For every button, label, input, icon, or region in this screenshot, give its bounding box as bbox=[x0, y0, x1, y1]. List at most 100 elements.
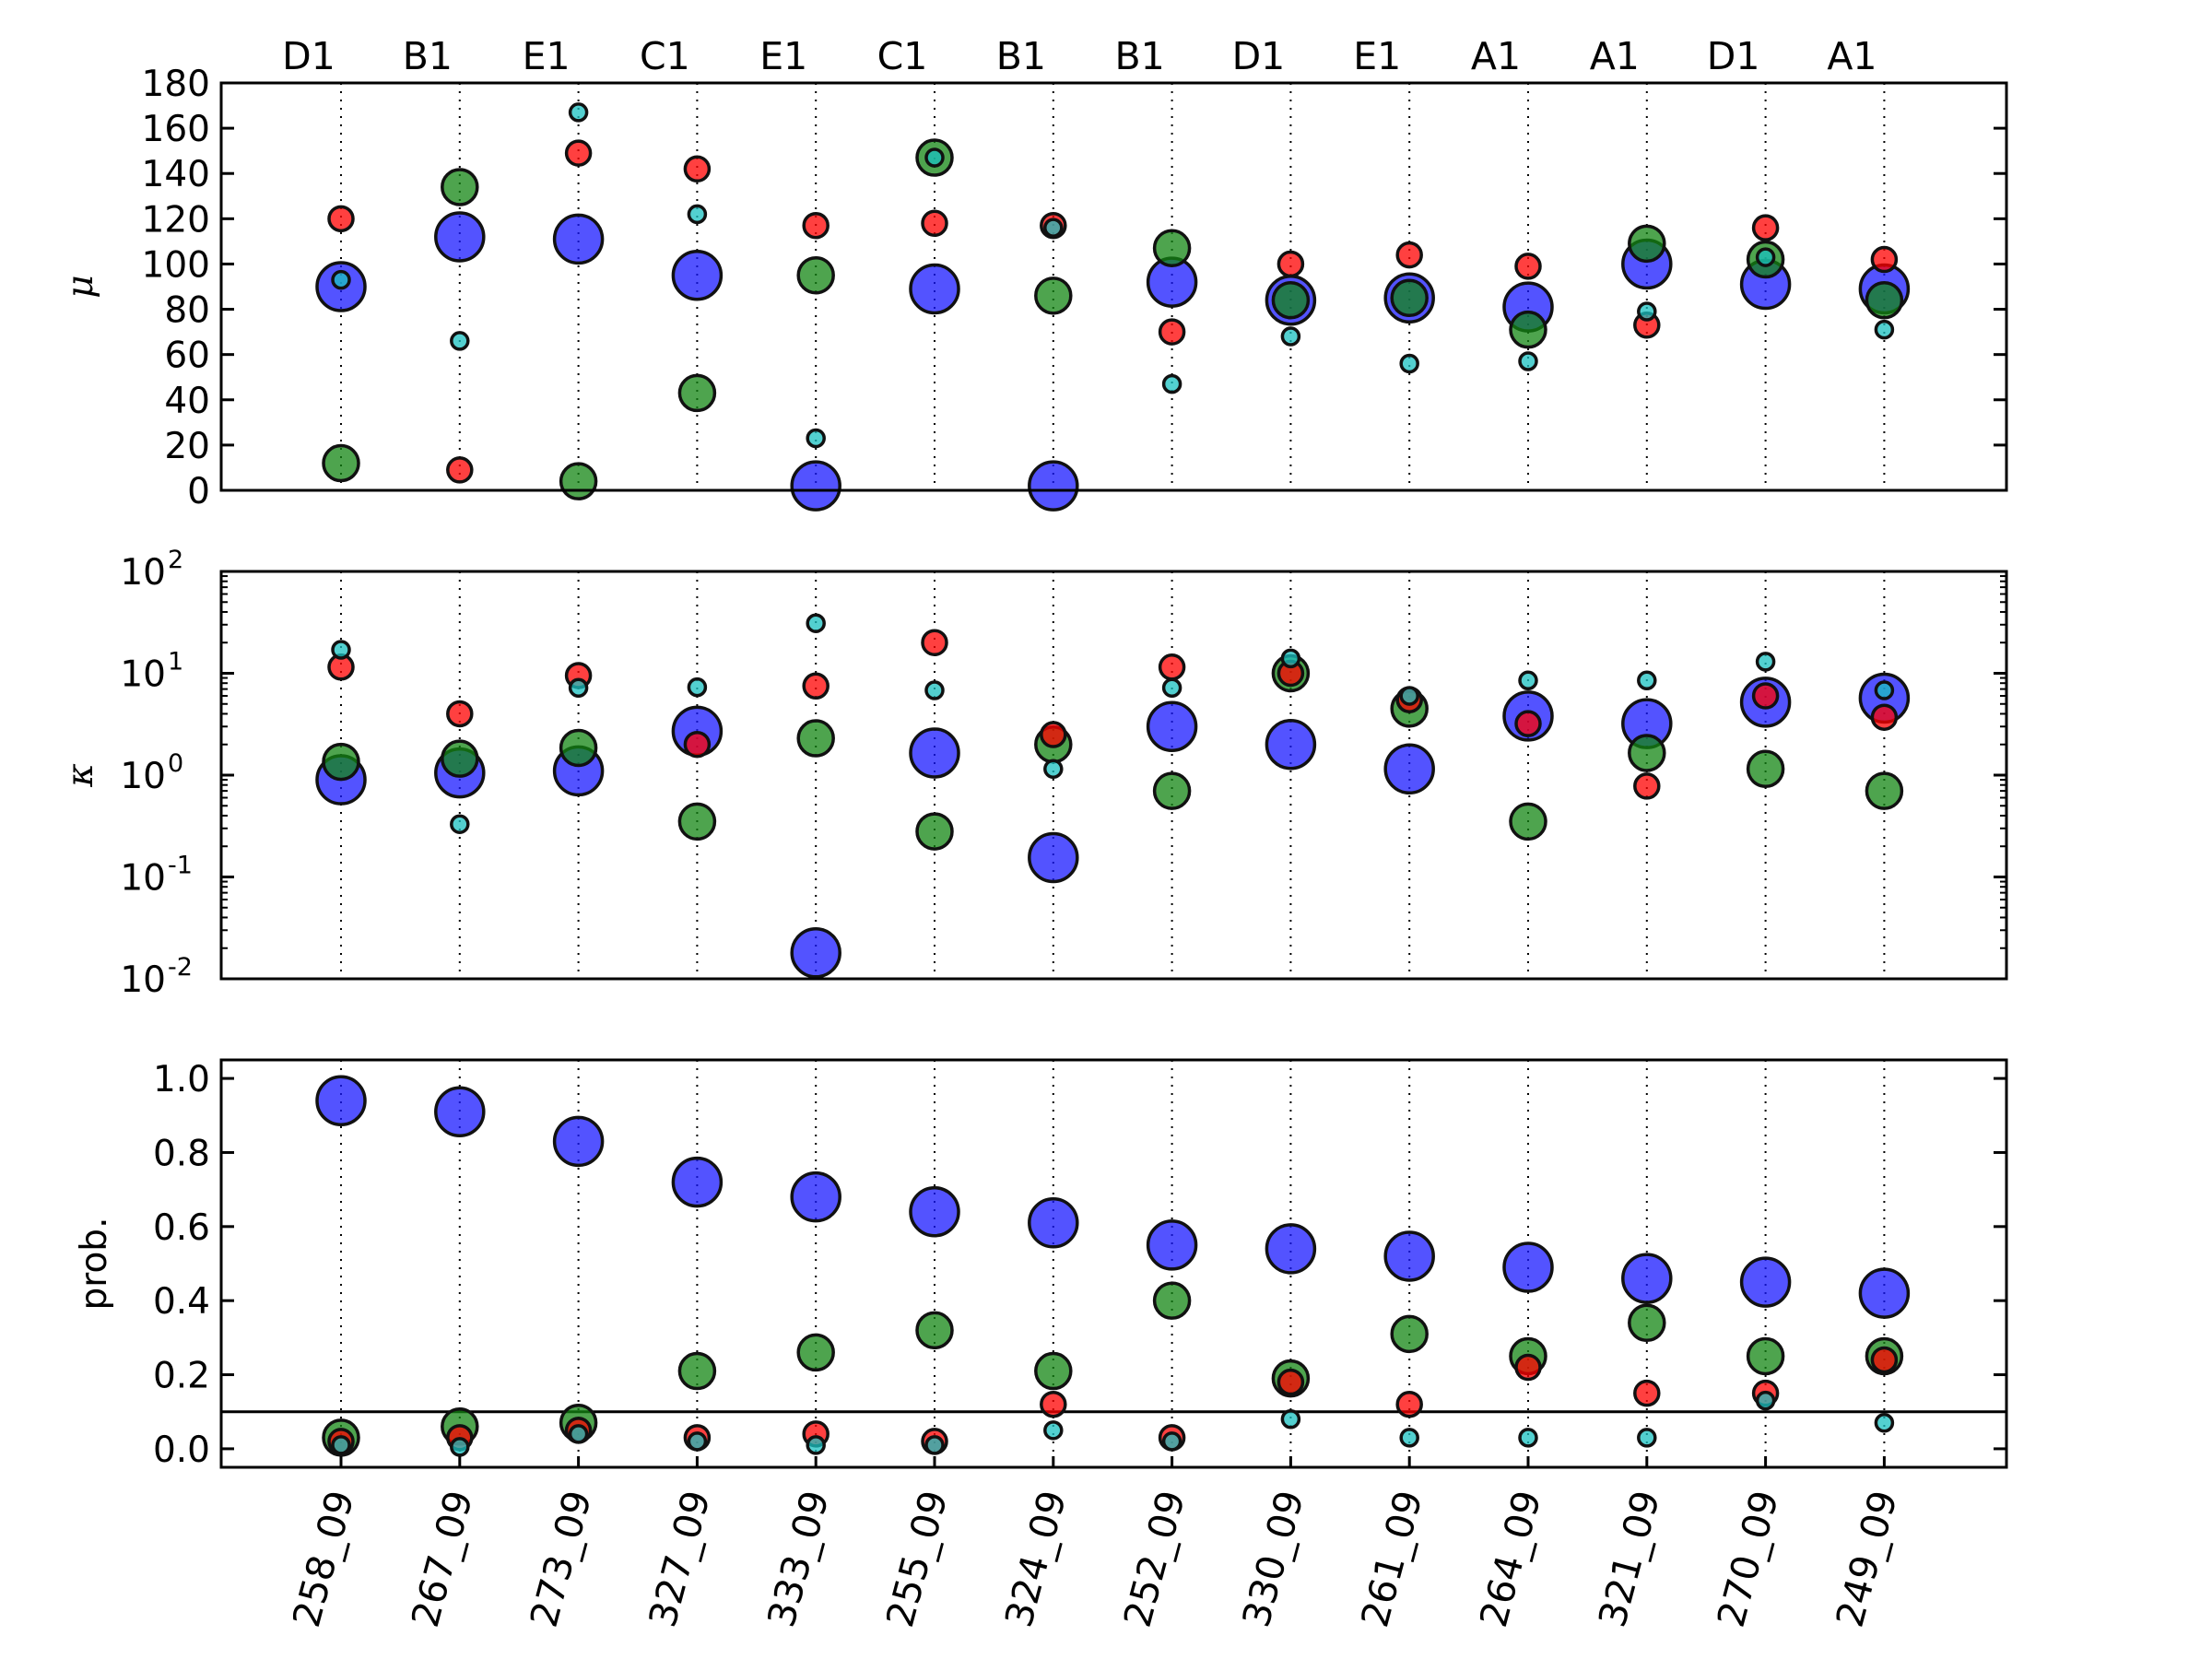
mu-cyan-point-273_09 bbox=[568, 102, 589, 123]
prob-blue-point-327_09 bbox=[671, 1156, 724, 1208]
mu-blue-point-327_09 bbox=[671, 249, 724, 301]
mu-green-point-264_09 bbox=[1509, 310, 1547, 349]
prob-ytick-label: 0.2 bbox=[153, 1356, 210, 1397]
kappa-axes-frame bbox=[219, 570, 2008, 981]
mu-ytick-label: 60 bbox=[164, 335, 210, 377]
kappa-green-point-321_09 bbox=[1628, 734, 1666, 772]
kappa-cyan-point-333_09 bbox=[806, 613, 826, 633]
xtick-label-264_09: 264_09 bbox=[1471, 1486, 1549, 1631]
top-label-10: A1 bbox=[1471, 34, 1521, 78]
top-label-5: C1 bbox=[877, 34, 928, 78]
xtick-label-327_09: 327_09 bbox=[641, 1486, 719, 1631]
prob-green-point-261_09 bbox=[1390, 1314, 1429, 1354]
kappa-red-point-333_09 bbox=[802, 672, 830, 700]
xtick-label-333_09: 333_09 bbox=[759, 1486, 837, 1631]
kappa-ytick-label: 10 bbox=[120, 654, 166, 696]
mu-green-point-330_09 bbox=[1271, 280, 1311, 320]
mu-green-point-249_09 bbox=[1865, 280, 1904, 320]
xtick-label-330_09: 330_09 bbox=[1234, 1486, 1312, 1631]
kappa-red-point-252_09 bbox=[1158, 653, 1186, 681]
kappa-red-point-321_09 bbox=[1633, 772, 1661, 800]
prob-cyan-point-273_09 bbox=[568, 1424, 589, 1444]
prob-blue-point-333_09 bbox=[790, 1171, 841, 1223]
kappa-cyan-point-321_09 bbox=[1637, 670, 1657, 691]
prob-ytick-label: 0.8 bbox=[153, 1133, 210, 1174]
kappa-cyan-point-327_09 bbox=[687, 677, 708, 698]
prob-green-point-324_09 bbox=[1034, 1351, 1073, 1391]
prob-ylabel: prob. bbox=[74, 1218, 115, 1311]
kappa-cyan-point-270_09 bbox=[1755, 652, 1776, 672]
top-label-2: E1 bbox=[523, 34, 571, 78]
mu-ylabel: μ bbox=[60, 275, 101, 298]
bottom-category-labels: 258_09 267_09 273_09 327_09 333_09 255_09 324_… bbox=[284, 1456, 1906, 1631]
mu-green-point-252_09 bbox=[1152, 229, 1192, 268]
mu-ytick-label: 180 bbox=[142, 64, 210, 105]
mu-blue-point-255_09 bbox=[909, 263, 960, 315]
prob-blue-point-267_09 bbox=[434, 1086, 486, 1138]
kappa-ytick-exponent: -2 bbox=[168, 953, 193, 982]
top-category-labels: D1 B1 E1 C1 E1 C1 B1 B1 D1 E1 A1 A1 D1 A1 bbox=[282, 34, 1877, 78]
prob-cyan-point-258_09 bbox=[331, 1435, 351, 1455]
kappa-cyan-point-267_09 bbox=[450, 814, 470, 834]
prob-green-point-327_09 bbox=[677, 1351, 717, 1391]
kappa-green-point-267_09 bbox=[441, 739, 479, 778]
mu-cyan-point-327_09 bbox=[687, 204, 708, 225]
mu-blue-point-333_09 bbox=[790, 460, 841, 512]
prob-cyan-point-264_09 bbox=[1518, 1428, 1538, 1448]
xtick-label-252_09: 252_09 bbox=[1115, 1486, 1194, 1631]
kappa-red-point-264_09 bbox=[1514, 710, 1542, 737]
prob-blue-point-249_09 bbox=[1858, 1267, 1911, 1319]
kappa-green-point-273_09 bbox=[559, 728, 598, 768]
mu-cyan-point-261_09 bbox=[1399, 353, 1419, 374]
kappa-blue-point-324_09 bbox=[1028, 831, 1079, 884]
mu-cyan-point-333_09 bbox=[806, 428, 826, 449]
mu-green-point-267_09 bbox=[441, 168, 479, 206]
top-label-8: D1 bbox=[1232, 34, 1286, 78]
prob-cyan-point-330_09 bbox=[1280, 1409, 1301, 1430]
prob-axes-frame bbox=[219, 1058, 2008, 1469]
top-label-12: D1 bbox=[1707, 34, 1760, 78]
prob-ytick-label: 0.6 bbox=[153, 1207, 210, 1249]
xtick-label-321_09: 321_09 bbox=[1590, 1486, 1668, 1631]
mu-ytick-label: 0 bbox=[187, 471, 210, 512]
kappa-ytick-exponent: 0 bbox=[168, 749, 183, 778]
kappa-blue-point-255_09 bbox=[909, 727, 960, 779]
prob-blue-point-252_09 bbox=[1146, 1219, 1198, 1271]
kappa-cyan-point-264_09 bbox=[1518, 670, 1538, 691]
kappa-ytick-exponent: 1 bbox=[168, 648, 183, 677]
kappa-cyan-point-249_09 bbox=[1874, 680, 1895, 700]
kappa-red-point-267_09 bbox=[446, 700, 474, 728]
prob-cyan-point-333_09 bbox=[806, 1435, 826, 1455]
top-label-7: B1 bbox=[1114, 34, 1164, 78]
kappa-cyan-point-273_09 bbox=[568, 677, 589, 699]
top-label-13: A1 bbox=[1827, 34, 1877, 78]
mu-ytick-label: 100 bbox=[142, 244, 210, 286]
xtick-label-249_09: 249_09 bbox=[1828, 1486, 1906, 1631]
xtick-label-261_09: 261_09 bbox=[1352, 1486, 1430, 1631]
mu-red-point-270_09 bbox=[1751, 214, 1780, 241]
mu-green-point-321_09 bbox=[1628, 224, 1666, 264]
mu-green-point-273_09 bbox=[559, 462, 598, 500]
kappa-red-point-255_09 bbox=[921, 629, 948, 656]
xtick-label-255_09: 255_09 bbox=[877, 1486, 956, 1631]
kappa-ylabel: κ bbox=[60, 763, 101, 788]
prob-blue-point-255_09 bbox=[909, 1185, 960, 1238]
mu-ytick-label: 20 bbox=[164, 426, 210, 467]
prob-green-point-321_09 bbox=[1628, 1303, 1666, 1343]
prob-red-point-324_09 bbox=[1040, 1390, 1067, 1418]
kappa-red-point-249_09 bbox=[1870, 703, 1899, 731]
kappa-red-point-270_09 bbox=[1751, 682, 1780, 710]
top-label-11: A1 bbox=[1590, 34, 1640, 78]
mu-red-point-267_09 bbox=[446, 456, 474, 484]
prob-ytick-label: 0.0 bbox=[153, 1430, 210, 1471]
kappa-cyan-point-258_09 bbox=[331, 640, 351, 660]
kappa-red-point-327_09 bbox=[683, 730, 712, 759]
kappa-ytick-exponent: -1 bbox=[168, 852, 193, 880]
kappa-cyan-point-324_09 bbox=[1043, 759, 1064, 780]
mu-red-point-264_09 bbox=[1514, 253, 1542, 280]
prob-blue-point-330_09 bbox=[1265, 1223, 1317, 1275]
prob-cyan-point-327_09 bbox=[687, 1431, 708, 1452]
prob-cyan-point-252_09 bbox=[1161, 1431, 1182, 1452]
prob-red-point-249_09 bbox=[1870, 1346, 1899, 1374]
